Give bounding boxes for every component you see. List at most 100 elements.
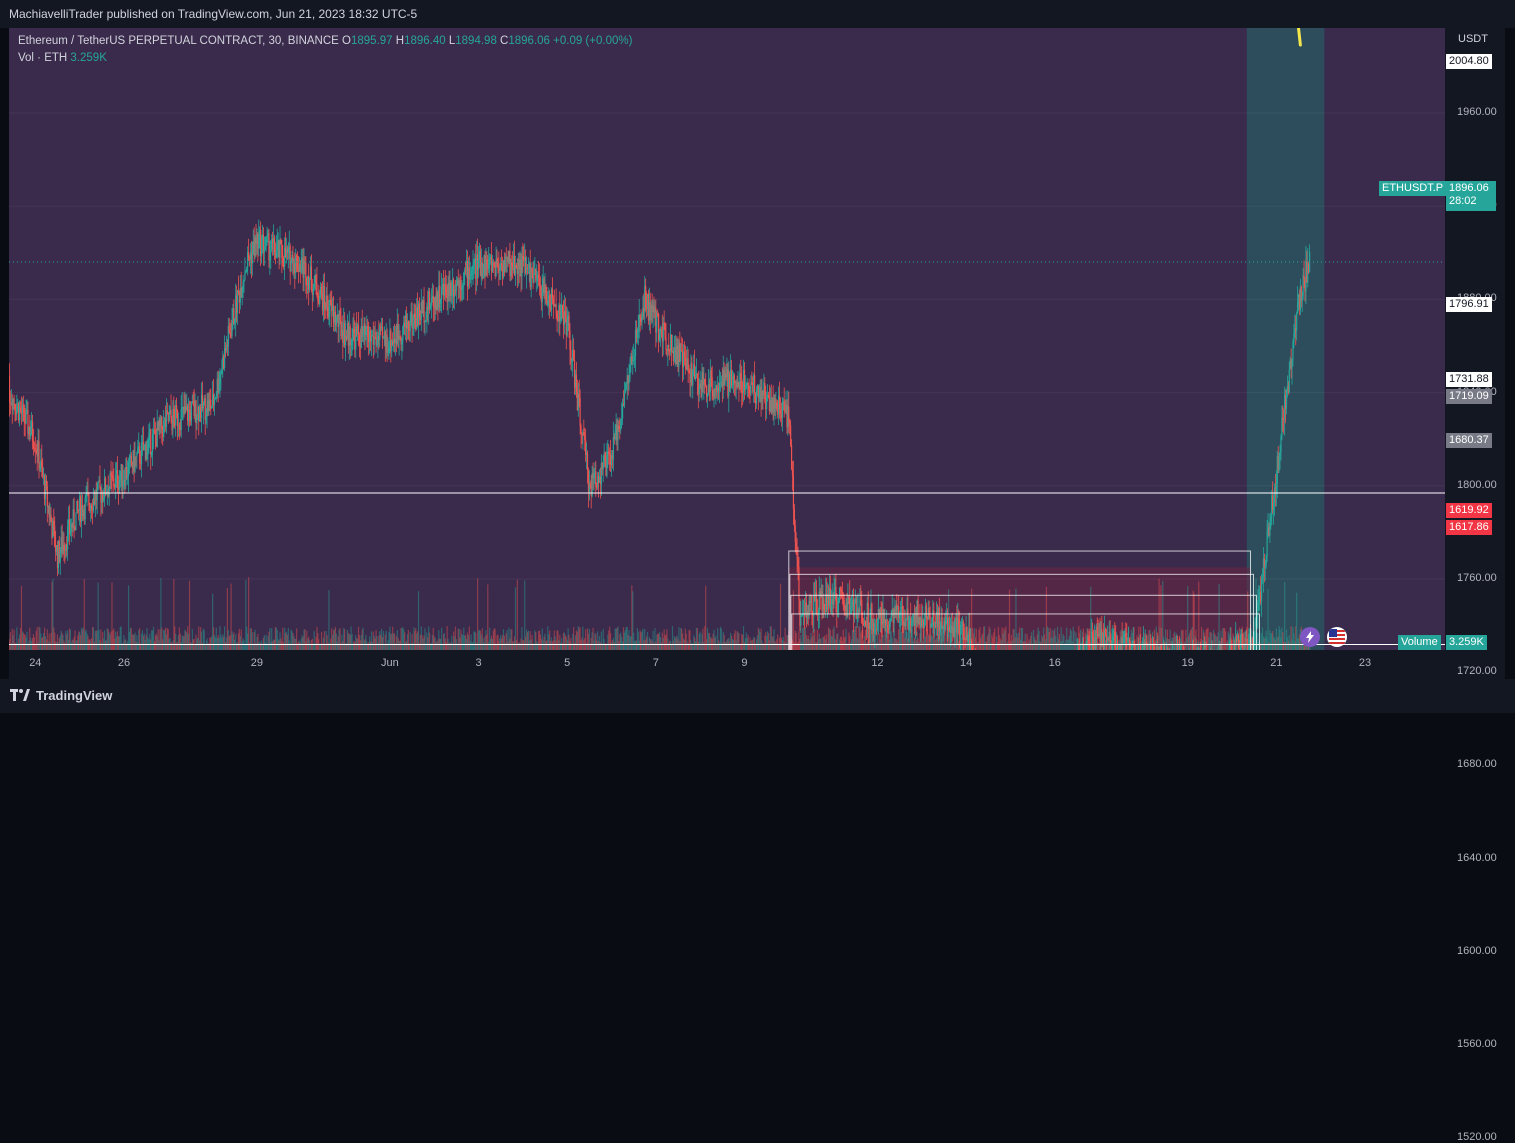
volume-bar-612 (555, 640, 557, 650)
candle-body-636 (577, 394, 579, 411)
volume-bar-1076 (983, 626, 986, 650)
candle-body-692 (629, 365, 631, 380)
candle-body-38 (25, 411, 27, 424)
volume-bar-547 (495, 643, 497, 650)
candle-body-1417 (1298, 294, 1301, 310)
candle-body-668 (607, 451, 609, 453)
candle-body-29 (17, 403, 19, 407)
volume-bar-780 (710, 637, 712, 650)
candle-body-185 (161, 416, 163, 430)
candle-body-569 (515, 265, 518, 269)
volume-bar-809 (737, 632, 739, 650)
volume-bar-224 (197, 637, 199, 650)
candle-body-1197 (1095, 626, 1097, 649)
volume-bar-370 (332, 634, 334, 650)
candle-body-774 (705, 384, 707, 387)
candle-body-544 (492, 262, 494, 264)
volume-bar-526 (476, 642, 478, 650)
volume-bar-1036 (947, 635, 949, 650)
range-box-fill (788, 567, 1251, 650)
volume-bar-112 (93, 641, 96, 650)
volume-bar-162 (139, 643, 142, 650)
volume-bar-712 (647, 643, 650, 650)
us-flag-icon[interactable] (1327, 627, 1347, 647)
candle-body-714 (649, 302, 651, 320)
candle-body-1230 (1126, 637, 1128, 641)
volume-bar-634 (575, 630, 578, 650)
published-bar: MachiavelliTrader published on TradingVi… (0, 0, 1515, 28)
volume-bar-1155 (1056, 626, 1059, 650)
volume-bar-753 (685, 633, 687, 650)
volume-bar-836 (762, 643, 764, 650)
volume-bar-784 (714, 637, 716, 650)
candle-body-311 (277, 240, 279, 245)
lightning-icon[interactable] (1300, 627, 1320, 647)
candle-body-825 (752, 384, 754, 392)
candle-body-1270 (1163, 646, 1165, 650)
volume-bar-687 (624, 630, 626, 650)
candle-body-954 (871, 603, 873, 631)
volume-bar-885 (807, 635, 809, 650)
lightning-glyph (1306, 631, 1314, 643)
volume-bar-984 (899, 627, 901, 650)
volume-bar-999 (912, 641, 915, 650)
candle-body-338 (302, 257, 304, 278)
currency-label[interactable]: USDT (1458, 33, 1488, 45)
candle-body-1350 (1236, 635, 1239, 640)
candle-body-730 (664, 323, 666, 337)
volume-bar-656 (596, 640, 598, 650)
candle-body-1283 (1175, 652, 1176, 669)
volume-bar-662 (601, 643, 603, 650)
volume-bar-13 (2, 639, 3, 650)
price-chart[interactable] (0, 0, 1515, 713)
price-label-level-2: 1731.88 (1446, 372, 1492, 387)
candle-body-285 (253, 241, 255, 257)
candle-body-147 (126, 466, 128, 478)
candle-body-1226 (1122, 642, 1124, 644)
candle-body-771 (702, 372, 704, 386)
candle-body-30 (18, 403, 20, 421)
candle-body-342 (306, 284, 308, 286)
volume-bar-32 (19, 627, 22, 650)
volume-bar-844 (769, 626, 771, 650)
volume-bar-1025 (936, 633, 939, 650)
candle-body-886 (808, 600, 810, 616)
volume-bar-922 (841, 641, 843, 650)
volume-bar-572 (518, 641, 520, 650)
volume-bar-421 (379, 631, 381, 650)
volume-bar-1138 (1041, 635, 1043, 650)
candle-body-222 (195, 400, 197, 424)
candle-body-244 (215, 395, 217, 398)
close-value: 1896.06 (508, 35, 550, 47)
volume-bar-1309 (1199, 641, 1201, 650)
time-tick-12: 21 (1270, 657, 1283, 669)
volume-bar-1098 (1004, 630, 1006, 650)
volume-bar-1357 (1243, 631, 1245, 650)
candle-body-1034 (945, 617, 947, 630)
candle-body-764 (695, 373, 698, 375)
candle-body-1422 (1303, 275, 1305, 280)
candle-body-799 (728, 373, 730, 397)
volume-bar-893 (814, 642, 817, 650)
volume-bar-261 (231, 631, 233, 650)
volume-bar-925 (844, 637, 846, 650)
candle-body-558 (505, 256, 507, 258)
volume-bar-181 (157, 629, 159, 650)
candle-body-606 (549, 307, 552, 311)
volume-bar-609 (552, 640, 554, 650)
volume-bar-373 (334, 626, 337, 650)
volume-bar-491 (443, 632, 445, 650)
volume-bar-649 (589, 643, 591, 650)
volume-bar-245 (216, 638, 218, 650)
volume-bar-1095 (1001, 627, 1003, 650)
candle-body-53 (39, 467, 41, 469)
price-label-tp: 2004.80 (1446, 54, 1492, 69)
volume-bar-794 (723, 634, 725, 650)
candle-body-91 (74, 528, 76, 531)
candle-body-1381 (1265, 555, 1267, 566)
volume-bar-278 (247, 633, 249, 650)
volume-bar-301 (268, 631, 270, 650)
volume-bar-291 (259, 641, 261, 650)
candle-body-1333 (1221, 653, 1222, 663)
tradingview-logo[interactable]: TradingView (10, 687, 112, 703)
